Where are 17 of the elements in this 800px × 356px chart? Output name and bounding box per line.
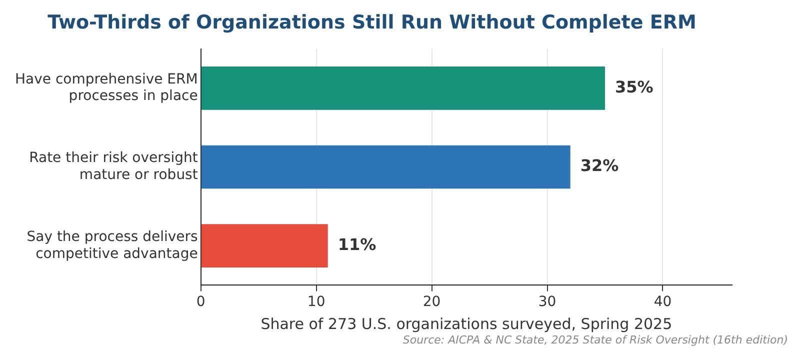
- y-tick-label: Rate their risk oversight mature or robust: [29, 150, 198, 184]
- x-tick-label: 30: [538, 294, 556, 310]
- data-label: 11%: [338, 234, 376, 254]
- bar: [201, 145, 570, 189]
- data-label: 32%: [580, 156, 619, 176]
- y-tick-label: Have comprehensive ERM processes in place: [14, 71, 198, 104]
- x-tick-label: 10: [307, 294, 326, 310]
- bar: [201, 224, 328, 268]
- x-axis-title: Share of 273 U.S. organizations surveyed, Spring 2025: [260, 314, 672, 333]
- source-note: Source: AICPA & NC State, 2025 State of Risk Oversight (16th edition): [402, 333, 788, 346]
- x-tick-label: 0: [196, 294, 206, 310]
- data-label: 35%: [614, 77, 654, 96]
- x-tick-label: 20: [422, 294, 441, 310]
- chart-title: Two-Thirds of Organizations Still Run Without Complete ERM: [48, 11, 696, 34]
- bar: [201, 66, 605, 110]
- x-tick-label: 40: [654, 294, 672, 310]
- y-tick-label: Say the process delivers competitive advantage: [26, 229, 198, 262]
